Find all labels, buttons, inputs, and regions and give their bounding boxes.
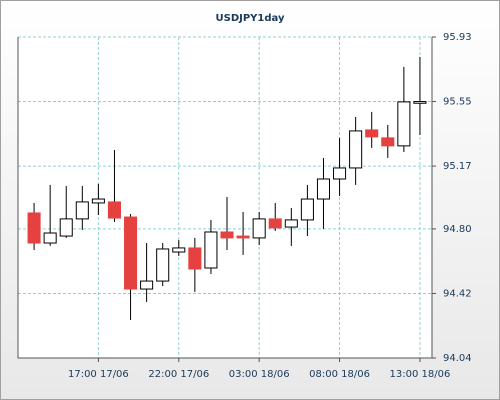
candle-body [75, 201, 89, 220]
candle-body [124, 216, 138, 290]
candle-body [284, 219, 298, 228]
candle-body [397, 101, 411, 147]
candle-body [172, 247, 186, 253]
y-tick-label: 95.93 [443, 32, 472, 43]
candle-body [140, 280, 154, 290]
y-tick-label: 95.17 [443, 161, 472, 172]
candle-body [220, 231, 234, 239]
axis-frame [17, 37, 433, 359]
candle-body [91, 198, 105, 204]
candle-body [268, 218, 282, 229]
x-tick-label: 22:00 17/06 [148, 369, 209, 380]
candle-body [236, 235, 250, 239]
candle-body [413, 101, 427, 104]
x-tick-label: 03:00 18/06 [229, 369, 290, 380]
y-tick-label: 94.80 [443, 224, 472, 235]
candle-body [252, 218, 266, 239]
plot-area [18, 37, 432, 358]
y-tick-label: 94.42 [443, 288, 472, 299]
x-tick-label: 08:00 18/06 [309, 369, 370, 380]
candle-body [365, 129, 379, 138]
candle-body [204, 231, 218, 269]
candle-body [156, 248, 170, 282]
candle-body [333, 167, 347, 180]
chart-title: USDJPY1day [216, 13, 285, 24]
candle-body [107, 201, 121, 219]
x-tick-label: 13:00 18/06 [390, 369, 451, 380]
candle-body [349, 130, 363, 169]
candle-body [188, 247, 202, 270]
y-tick-label: 95.55 [443, 97, 472, 108]
candle-body [300, 198, 314, 221]
candle-body [43, 232, 57, 244]
candle-body [27, 212, 41, 244]
candle-body [316, 178, 331, 200]
candle-body [381, 137, 395, 147]
y-tick-label: 94.04 [443, 353, 472, 364]
x-tick-label: 17:00 17/06 [68, 369, 129, 380]
candle-body [59, 218, 73, 237]
